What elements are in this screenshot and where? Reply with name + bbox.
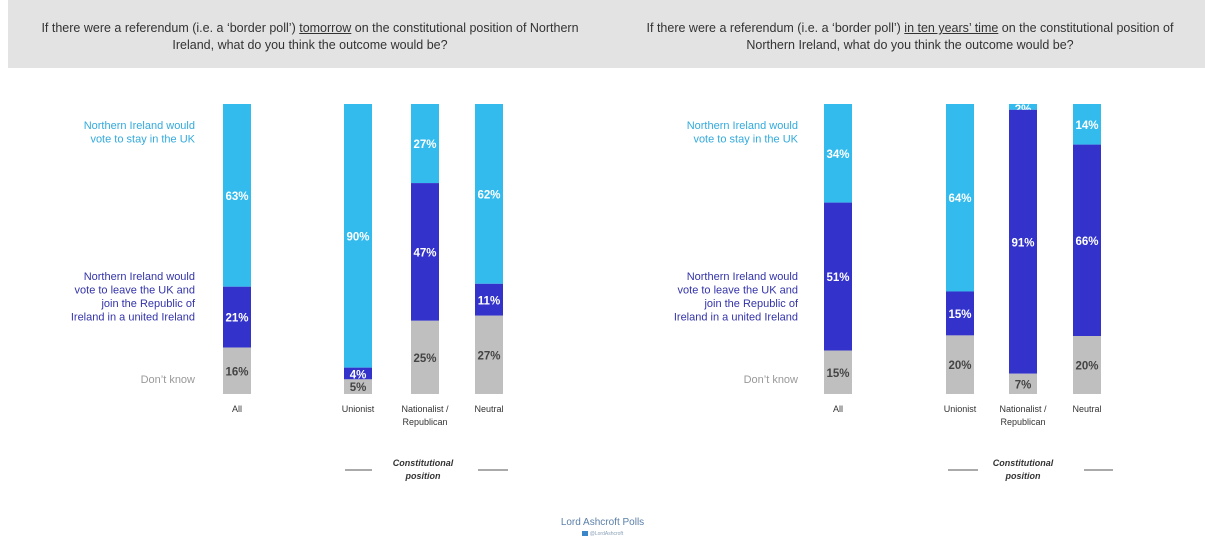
data-label: 20% [948, 360, 971, 372]
bar-stay [344, 104, 372, 368]
footer-title: Lord Ashcroft Polls [560, 517, 645, 528]
category-label: Neutral [1072, 404, 1101, 414]
legend-leave-label: join the Republic of [703, 298, 799, 310]
bar-dont-know [411, 320, 439, 394]
bar-dont-know [1009, 373, 1037, 394]
bar-dont-know [1073, 336, 1101, 394]
bar-dont-know [475, 315, 503, 394]
data-label: 27% [477, 350, 500, 362]
legend-dk-label: Don’t know [744, 374, 798, 386]
group-label: position [405, 471, 441, 481]
legend-stay-label: vote to stay in the UK [693, 134, 798, 146]
data-label: 25% [413, 353, 436, 365]
data-label: 90% [346, 231, 369, 243]
category-label: Nationalist / [999, 404, 1047, 414]
category-label: All [232, 404, 242, 414]
data-label: 4% [350, 369, 367, 381]
question-tomorrow: If there were a referendum (i.e. a ‘bord… [41, 21, 579, 52]
legend-leave-label: vote to leave the UK and [678, 285, 798, 297]
data-label: 47% [413, 247, 436, 259]
legend-leave-label: Ireland in a united Ireland [71, 312, 195, 324]
bar-stay [475, 104, 503, 284]
bar-stay [411, 104, 439, 184]
group-label: Constitutional [393, 458, 454, 468]
data-label: 7% [1015, 379, 1032, 391]
data-label: 20% [1075, 361, 1098, 373]
category-label: Neutral [474, 404, 503, 414]
bar-leave [946, 291, 974, 336]
data-label: 14% [1075, 120, 1098, 132]
legend-stay-label: vote to stay in the UK [90, 134, 195, 146]
category-label: Unionist [944, 404, 977, 414]
data-label: 21% [225, 313, 248, 325]
bar-stay [946, 104, 974, 292]
bar-leave [411, 183, 439, 321]
legend-leave-label: vote to leave the UK and [75, 285, 195, 297]
category-label: Nationalist / [401, 404, 449, 414]
data-label: 91% [1011, 237, 1034, 249]
legend-leave-label: Ireland in a united Ireland [674, 312, 798, 324]
bar-stay [223, 104, 251, 287]
data-label: 5% [350, 382, 367, 394]
bar-stay [1009, 104, 1037, 110]
group-label: position [1005, 471, 1041, 481]
category-label: Republican [402, 417, 447, 427]
bar-stay [1073, 104, 1101, 145]
data-label: 11% [478, 295, 500, 307]
data-label: 15% [948, 309, 971, 321]
bar-dont-know [344, 379, 372, 394]
bar-dont-know [946, 335, 974, 394]
bar-leave [1009, 109, 1037, 374]
bar-dont-know [824, 350, 852, 394]
question-ten-years: If there were a referendum (i.e. a ‘bord… [646, 21, 1174, 52]
legend-leave-label: join the Republic of [100, 298, 196, 310]
legend-stay-label: Northern Ireland would [687, 120, 798, 132]
data-label: 34% [826, 149, 849, 161]
legend-leave-label: Northern Ireland would [687, 271, 798, 283]
legend-dk-label: Don’t know [141, 374, 195, 386]
category-label: Unionist [342, 404, 375, 414]
data-label: 62% [477, 189, 500, 201]
data-label: 63% [225, 191, 248, 203]
bar-leave [344, 367, 372, 380]
data-label: 15% [826, 368, 849, 380]
bar-leave [1073, 144, 1101, 336]
bar-leave [223, 286, 251, 348]
data-label: 27% [413, 139, 436, 151]
header-band [8, 0, 1205, 68]
bar-stay [824, 104, 852, 203]
bar-leave [824, 202, 852, 351]
category-label: All [833, 404, 843, 414]
data-label: 64% [948, 193, 971, 205]
legend-stay-label: Northern Ireland would [84, 120, 195, 132]
data-label: 16% [225, 366, 248, 378]
charts-svg: Northern Ireland would vote to stay in th… [71, 104, 1113, 481]
footer-handle: @LordAshcroft [0, 531, 1205, 537]
legend-leave-label: Northern Ireland would [84, 271, 195, 283]
data-label: 51% [826, 272, 849, 284]
bar-leave [475, 283, 503, 316]
group-label: Constitutional [993, 458, 1054, 468]
data-label: 66% [1075, 236, 1098, 248]
twitter-icon [581, 531, 588, 537]
bar-dont-know [223, 347, 251, 394]
category-label: Republican [1000, 417, 1045, 427]
